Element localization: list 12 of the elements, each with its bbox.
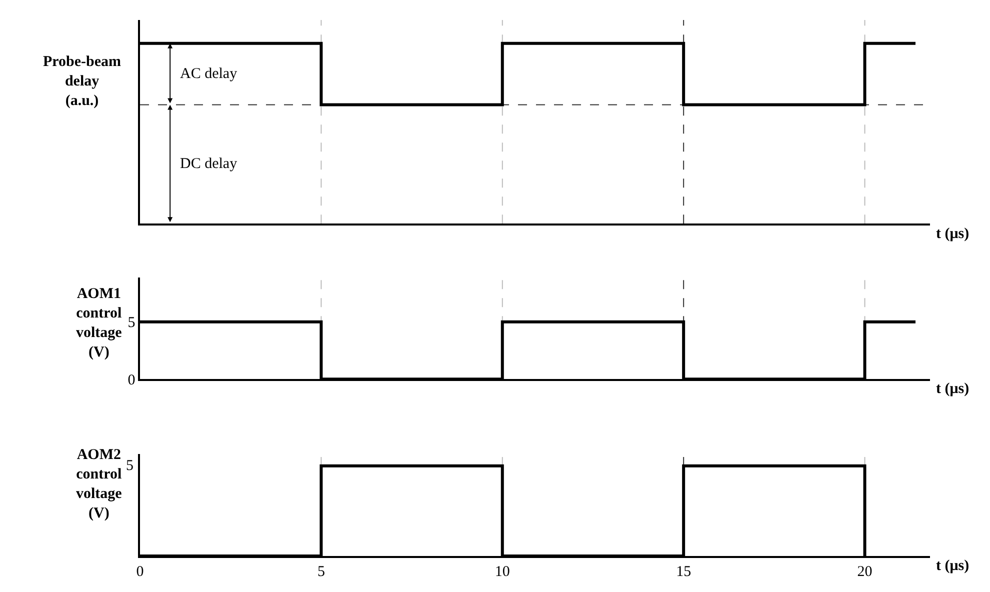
x-tick-label: 5 xyxy=(317,564,325,580)
x-axis-title: t (μs) xyxy=(936,381,970,397)
x-axis-title: t (μs) xyxy=(936,226,970,242)
annotation: AC delay xyxy=(180,66,238,82)
y-axis-title: AOM1 control voltage (V) xyxy=(76,286,122,360)
y-axis-title: AOM2 control voltage (V) xyxy=(76,447,122,522)
x-tick-label: 20 xyxy=(857,564,872,580)
x-tick-label: 10 xyxy=(494,564,510,580)
x-axis-title: t (μs) xyxy=(936,558,970,574)
y-axis-title: Probe-beam delay (a.u.) xyxy=(43,54,122,109)
x-tick-label: 15 xyxy=(676,564,692,580)
annotation: DC delay xyxy=(180,156,238,172)
